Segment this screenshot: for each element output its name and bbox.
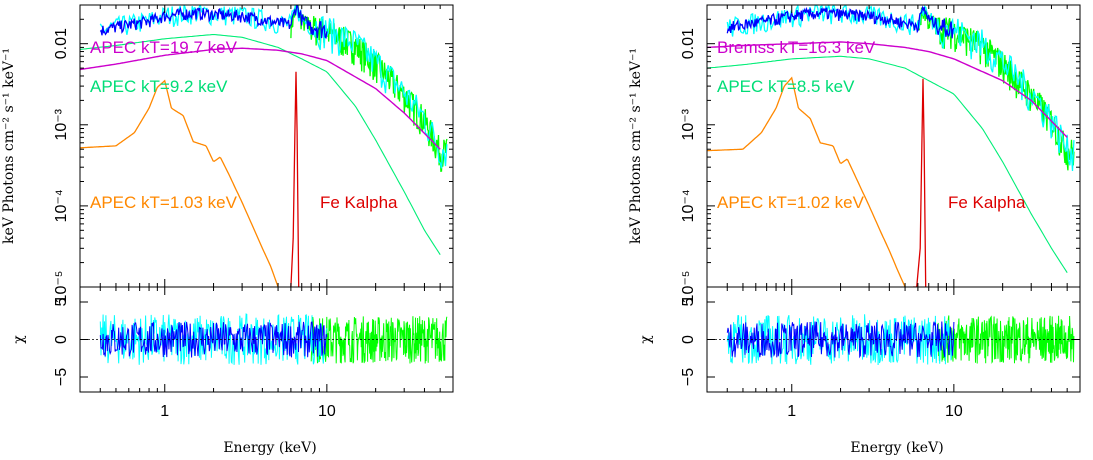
residual-blue-series xyxy=(726,321,955,359)
x-axis-label: Energy (keV) xyxy=(223,440,316,456)
y-tick-label: 10⁻⁵ xyxy=(53,271,70,304)
residual-y-tick-label: −5 xyxy=(53,368,70,386)
residual-plot-area xyxy=(99,313,448,365)
spectrum-plot-area xyxy=(80,5,448,287)
residual-y-tick-label: 0 xyxy=(53,335,70,344)
residual-y-tick-label: 0 xyxy=(680,335,697,344)
residual-y-tick-label: 5 xyxy=(53,297,70,306)
model-cool-component-line xyxy=(707,76,906,287)
residual-blue-series xyxy=(99,321,328,358)
residual-axis-label: χ xyxy=(638,335,654,344)
x-axis-label: Energy (keV) xyxy=(850,440,943,456)
residual-green-series xyxy=(937,315,1075,364)
data-series-blue-spectrum xyxy=(726,5,955,39)
model-fe-kalpha-line xyxy=(290,71,300,287)
model-hot-component-line xyxy=(707,41,1068,138)
residual-y-tick-label: −5 xyxy=(680,368,697,386)
residual-axis-label: χ xyxy=(11,335,27,344)
component-annotation: Fe Kalpha xyxy=(320,193,398,212)
y-tick-label: 10⁻⁵ xyxy=(680,271,697,304)
y-axis-label: keV Photons cm⁻² s⁻¹ keV⁻¹ xyxy=(1,48,17,244)
model-hot-component-line xyxy=(80,47,441,150)
y-axis-label: keV Photons cm⁻² s⁻¹ keV⁻¹ xyxy=(628,48,644,244)
spectrum-plot-area xyxy=(707,5,1075,287)
component-annotation: Fe Kalpha xyxy=(948,193,1026,212)
component-annotation: APEC kT=8.5 keV xyxy=(717,77,855,96)
residual-y-tick-label: 5 xyxy=(680,297,697,306)
y-tick-label: 10⁻⁴ xyxy=(53,189,70,222)
component-annotation: Bremss kT=16.3 keV xyxy=(717,38,876,57)
y-tick-label: 0.01 xyxy=(53,28,70,59)
chart-panel-2: 1 10 10⁻⁵ 10⁻⁴ 10⁻³ 0.01 −5 0 5 keV Photons cm⁻² … xyxy=(628,4,1081,456)
chart-panel-1: 1 10 10⁻⁵ 10⁻⁴ 10⁻³ 0.01 −5 0 5 keV Photons cm⁻² … xyxy=(1,4,454,456)
x-tick-label: 1 xyxy=(787,403,796,420)
data-series-blue-spectrum xyxy=(99,5,328,39)
x-tick-label: 10 xyxy=(945,403,963,420)
x-tick-label: 10 xyxy=(318,403,336,420)
model-fe-kalpha-line xyxy=(913,78,927,287)
y-tick-label: 10⁻⁴ xyxy=(680,189,697,222)
y-tick-label: 10⁻³ xyxy=(680,108,697,140)
x-tick-label: 1 xyxy=(160,403,169,420)
component-annotation: APEC kT=1.02 keV xyxy=(717,193,865,212)
y-tick-label: 0.01 xyxy=(680,28,697,59)
residual-green-series xyxy=(310,316,448,364)
model-warm-component-line xyxy=(80,33,441,255)
y-tick-label: 10⁻³ xyxy=(53,108,70,140)
model-warm-component-line xyxy=(707,55,1068,273)
model-cool-component-line xyxy=(80,79,279,287)
data-series-green-spectrum xyxy=(917,7,1075,171)
component-annotation: APEC kT=19.7 keV xyxy=(90,38,238,57)
component-annotation: APEC kT=9.2 keV xyxy=(90,77,228,96)
component-annotation: APEC kT=1.03 keV xyxy=(90,193,238,212)
